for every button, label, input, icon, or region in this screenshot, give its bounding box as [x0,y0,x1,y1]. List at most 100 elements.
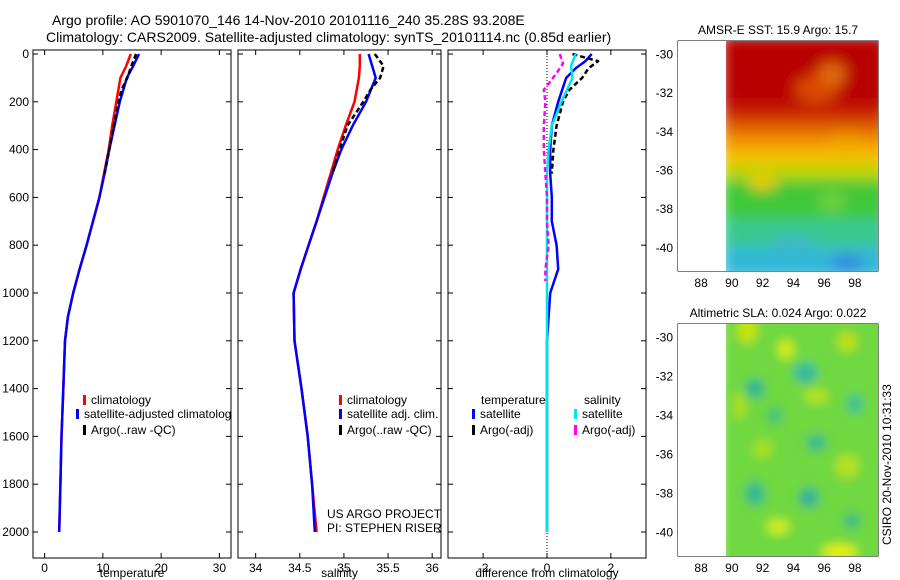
sla-map-field [726,324,878,556]
sal-legend-climatology-label: climatology [347,393,407,407]
sst-map-lat-tick-label: -40 [656,241,674,255]
diff-legend-temp-satellite-label: satellite [480,407,521,421]
sla-map-low-anomaly [744,378,765,399]
depth-tick-label: 1800 [2,477,29,491]
depth-tick-label: 1000 [2,286,29,300]
sla-map-lon-tick-label: 96 [817,561,831,575]
sla-map-lat-tick-label: -38 [656,487,674,501]
depth-tick-label: 2000 [2,525,29,539]
difference-x-axis-label: difference from climatology [475,566,618,580]
sla-map-field-blur [726,324,878,556]
sst-map-band [726,180,878,219]
sla-map-high-anomaly [777,339,794,360]
sst-map-lat-tick-label: -34 [656,125,674,139]
sst-map-band [726,164,878,181]
sst-map-feature [827,133,868,154]
diff-legend-sal-argo-swatch [574,425,577,435]
sla-map-low-anomaly [766,407,783,424]
sla-map-lon-tick-label: 90 [725,561,739,575]
sla-map-low-anomaly [744,481,765,506]
temp-legend-satellite-swatch [76,409,79,419]
difference-xtick-label: -2 [478,561,489,575]
sal-legend-argo-label: Argo(..raw -QC) [347,423,432,437]
plot-title-line-1: Argo profile: AO 5901070_146 14-Nov-2010… [52,12,525,28]
salinity-series-satellite-adj-clim- [292,53,377,533]
sal-legend-satellite-label: satellite adj. clim. [347,407,438,421]
diff-legend-temp-argo-label: Argo(-adj) [480,423,533,437]
sst-map-band [726,104,878,121]
temp-legend-climatology-swatch [83,395,86,405]
pi-annotation: PI: STEPHEN RISER [327,521,442,535]
sst-map-lon-tick-label: 92 [756,276,770,290]
sst-map-feature [817,191,846,212]
sst-map-feature [817,61,846,86]
plot-title-line-2: Climatology: CARS2009. Satellite-adjuste… [46,29,612,45]
sla-map-high-anomaly [804,388,829,405]
temperature-plot-frame [32,49,232,559]
temp-legend-climatology-label: climatology [91,393,151,407]
sst-map-band [726,120,878,136]
diff-legend-sal-satellite-label: satellite [582,407,623,421]
salinity-plot-frame [237,49,442,559]
temperature-series-satellite-adjusted-climatology [57,53,141,533]
sla-map-low-anomaly [846,393,863,414]
sla-map-high-anomaly [835,454,860,479]
difference-xtick-label: 0 [544,561,551,575]
sla-map-high-anomaly [837,331,858,352]
sst-map-band [726,151,878,165]
sla-map-low-anomaly [798,487,819,508]
diff-legend-temp-argo-swatch [472,425,475,435]
salinity-xtick-label: 34 [249,561,263,575]
sla-map-lat-tick-label: -34 [656,409,674,423]
sla-map-lat-tick-label: -40 [656,526,674,540]
sst-map-feature [771,235,816,252]
sla-map-title: Altimetric SLA: 0.024 Argo: 0.022 [690,306,867,320]
temperature-xtick-label: 0 [41,561,48,575]
depth-tick-label: 0 [22,47,29,61]
sst-map-lat-tick-label: -32 [656,86,674,100]
temperature-xtick-label: 20 [154,561,168,575]
depth-tick-label: 800 [9,238,29,252]
depth-tick-label: 400 [9,143,29,157]
diff-legend-temp-satellite-swatch [472,409,475,419]
sla-map-lat-tick-label: -32 [656,370,674,384]
sla-map-high-anomaly [752,438,773,459]
difference-series-temperature-argo-adj- [550,52,600,174]
difference-xtick-label: 2 [608,561,615,575]
sst-map-feature [748,174,777,191]
sla-map-low-anomaly [806,434,827,451]
salinity-xtick-label: 35 [337,561,351,575]
sst-map-field-blur [726,41,878,271]
depth-tick-label: 1400 [2,382,29,396]
sst-map-lon-tick-label: 90 [725,276,739,290]
diff-legend-sal-satellite-swatch [574,409,577,419]
sla-map-low-anomaly [793,362,818,383]
temp-legend-satellite-label: satellite-adjusted climatolog [84,407,231,421]
sst-map-lat-tick-label: -38 [656,202,674,216]
temperature-series-argo-raw-qc- [103,53,138,174]
sst-map-lon-tick-label: 96 [817,276,831,290]
sst-map-feature [831,257,864,270]
sal-legend-climatology-swatch [339,395,342,405]
sla-map-lon-tick-label: 98 [848,561,862,575]
temp-legend-argo-swatch [83,425,86,435]
sst-map-title: AMSR-E SST: 15.9 Argo: 15.7 [698,23,858,37]
temperature-xtick-label: 30 [213,561,227,575]
sla-map-lon-tick-label: 92 [756,561,770,575]
salinity-xtick-label: 34.5 [288,561,312,575]
diff-legend-sal-argo-label: Argo(-adj) [582,423,635,437]
sst-map-field [726,41,878,271]
sst-map-lon-tick-label: 88 [694,276,708,290]
sst-map-lat-tick-label: -30 [656,48,674,62]
maps-layer [678,41,878,556]
project-annotation: US ARGO PROJECT [327,507,442,521]
sla-map-lat-tick-label: -36 [656,448,674,462]
diff-legend-salinity-title: salinity [584,393,621,407]
sla-map-base [726,324,878,556]
sla-map-lon-tick-label: 88 [694,561,708,575]
depth-tick-label: 1200 [2,334,29,348]
sal-legend-argo-swatch [339,425,342,435]
sla-map-high-anomaly [737,324,758,344]
